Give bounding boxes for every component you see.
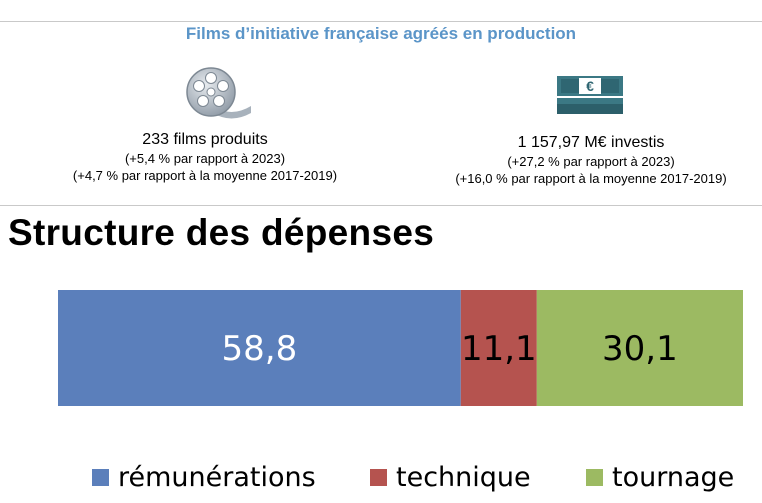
legend-label-tournage: tournage <box>612 462 735 493</box>
top-divider <box>0 21 762 22</box>
data-label-remunerations: 58,8 <box>222 329 298 369</box>
legend-item-technique: technique <box>370 462 531 493</box>
kpi-invest-sub-average: (+16,0 % par rapport à la moyenne 2017-2… <box>455 171 727 186</box>
stacked-bar-chart: 58,8 11,1 30,1 <box>58 290 743 406</box>
kpi-investissements: 1 157,97 M€ investis (+27,2 % par rappor… <box>420 133 762 187</box>
kpi-films-sub-average: (+4,7 % par rapport à la moyenne 2017-20… <box>72 168 338 183</box>
legend-label-technique: technique <box>396 462 531 493</box>
film-reel-icon <box>183 66 253 122</box>
bar-segment-remunerations <box>58 290 461 406</box>
kpi-invest-sub-2023: (+27,2 % par rapport à 2023) <box>507 154 675 169</box>
euro-banknotes-icon: € <box>555 72 625 118</box>
kpi-films-sub-2023: (+5,4 % par rapport à 2023) <box>124 151 286 166</box>
legend-label-remunerations: rémunérations <box>118 462 316 493</box>
data-label-tournage: 30,1 <box>602 329 678 369</box>
banknote-euro-symbol: € <box>586 78 594 94</box>
data-label-technique: 11,1 <box>461 329 537 369</box>
section-divider <box>0 205 762 206</box>
legend-swatch-technique <box>370 469 387 486</box>
bar-segment-tournage <box>536 290 743 406</box>
kpi-films-produits: 233 films produits (+5,4 % par rapport à… <box>20 130 390 184</box>
bar-segment-technique <box>460 290 537 406</box>
kpi-films-main: 233 films produits <box>142 131 268 148</box>
chart-legend: rémunérations technique tournage <box>0 462 762 502</box>
legend-item-remunerations: rémunérations <box>92 462 316 493</box>
kpi-invest-main: 1 157,97 M€ investis <box>517 134 665 151</box>
page-title: Films d’initiative française agréés en p… <box>185 24 577 43</box>
legend-item-tournage: tournage <box>586 462 734 493</box>
section-title: Structure des dépenses <box>8 212 435 253</box>
legend-swatch-tournage <box>586 469 603 486</box>
legend-swatch-remunerations <box>92 469 109 486</box>
